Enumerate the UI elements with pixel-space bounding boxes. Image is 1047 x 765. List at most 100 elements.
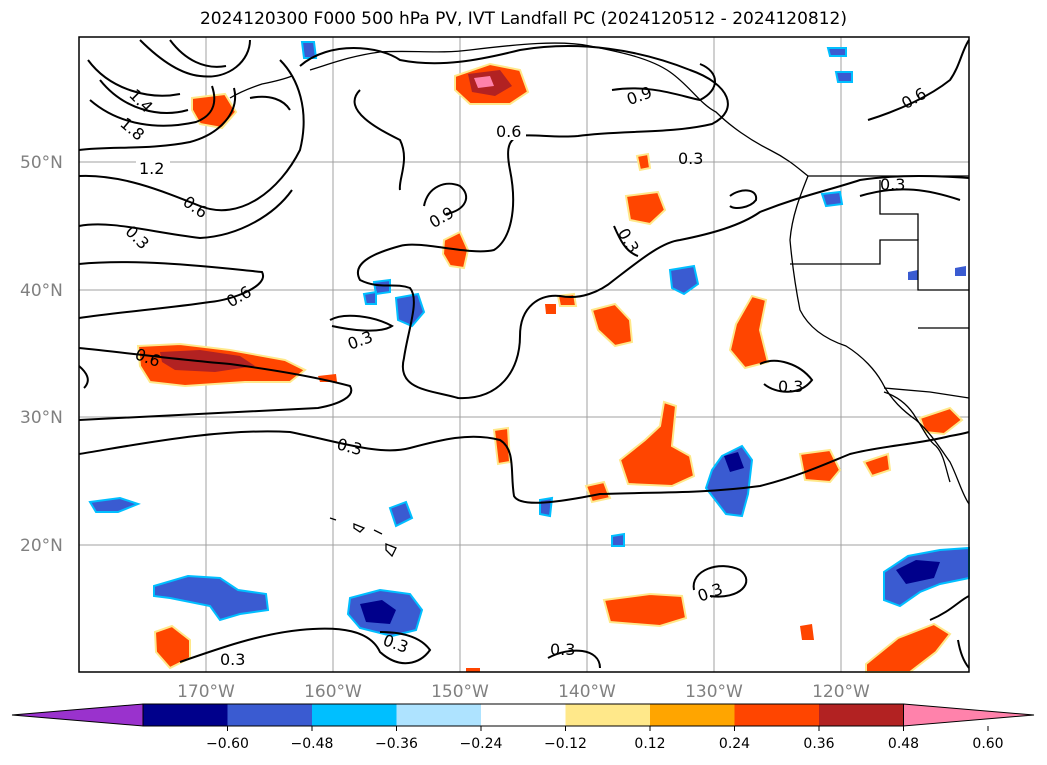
anomaly-blob <box>362 290 377 305</box>
coastline-baja <box>883 391 951 483</box>
anomaly-blob-core <box>360 600 396 624</box>
anomaly-blob-peak <box>474 76 494 88</box>
colorbar-tick-label: 0.36 <box>803 736 834 752</box>
contour-0.3-ne <box>729 189 758 209</box>
colorbar-tick-label: −0.60 <box>206 736 249 752</box>
contour-0.6-interior <box>353 89 405 191</box>
contour-0.3-south-east <box>547 649 601 669</box>
lat-label: 30°N <box>20 408 63 428</box>
lat-label: 40°N <box>20 281 63 301</box>
colorbar-ticks: −0.60 −0.48 −0.36 −0.24 −0.12 0.12 0.24 0.36 0.4… <box>206 726 1004 752</box>
anomaly-blob <box>955 266 966 276</box>
hawaii-3 <box>373 529 383 535</box>
contour-low-ring-1 <box>87 59 181 97</box>
anomaly-blob <box>590 302 634 348</box>
colorbar-segments <box>11 703 1035 727</box>
anomaly-blob <box>153 574 270 622</box>
contour-label: 0.6 <box>496 122 521 141</box>
lat-label: 50°N <box>20 153 63 173</box>
contour-1.4 <box>99 79 189 114</box>
colorbar-segment <box>312 704 397 726</box>
lon-label: 130°W <box>685 682 743 702</box>
contour-0.3-loop <box>692 565 748 598</box>
contour-label: 0.3 <box>778 377 803 396</box>
contour-label: 1.2 <box>139 159 164 178</box>
colorbar-extend-max <box>903 703 1035 727</box>
colorbar-segment <box>734 704 820 726</box>
contour-0.3-right <box>859 188 961 201</box>
contour-label-bg <box>494 122 526 140</box>
anomaly-blob <box>466 668 480 672</box>
anomaly-blob <box>394 292 426 328</box>
border-state-3 <box>879 180 919 240</box>
contour-0.3-mid <box>329 314 394 332</box>
anomaly-blob <box>300 41 318 59</box>
lon-label: 140°W <box>558 682 616 702</box>
anomaly-blob <box>800 624 814 640</box>
contour-label-bg <box>136 158 170 176</box>
lon-label: 170°W <box>177 682 235 702</box>
anomaly-blob <box>492 426 512 466</box>
contour-0.6-north <box>78 59 305 212</box>
contour-1.2 <box>78 87 237 151</box>
colorbar-segment <box>819 704 904 726</box>
border-state-1 <box>790 239 969 291</box>
anomaly-blob <box>826 47 847 57</box>
figure-title: 2024120300 F000 500 hPa PV, IVT Landfall… <box>199 9 847 29</box>
coastlines <box>229 42 970 558</box>
anomaly-blob <box>88 496 141 513</box>
anomaly-blob <box>834 71 853 83</box>
colorbar-tick-label: −0.12 <box>544 736 587 752</box>
anomaly-blob <box>545 304 556 314</box>
colorbar-segment <box>481 704 566 726</box>
colorbar-outline <box>142 703 904 727</box>
lon-label: 120°W <box>812 682 870 702</box>
colorbar-segment <box>143 704 228 726</box>
anomaly-blob <box>862 452 892 478</box>
anomaly-blob <box>635 152 652 172</box>
colorbar-tick-label: 0.24 <box>719 736 750 752</box>
coastline-alaska <box>309 42 809 177</box>
contour-0.3-north <box>78 189 293 240</box>
colorbar-tick-label: −0.24 <box>460 736 503 752</box>
contour-0.3-subtropical <box>78 430 970 504</box>
contour-label: 0.3 <box>550 640 575 659</box>
contour-0.3-ne2 <box>613 225 639 257</box>
colorbar-tick-label: −0.48 <box>291 736 334 752</box>
anomaly-blob <box>728 294 770 370</box>
colorbar-tick-label: 0.60 <box>972 736 1003 752</box>
lon-label: 160°W <box>304 682 362 702</box>
colorbar-segment <box>396 704 482 726</box>
contour-0.9-mid <box>423 182 468 215</box>
coastline-westcoast <box>789 175 970 505</box>
lat-label: 20°N <box>20 536 63 556</box>
colorbar-tick-label: 0.48 <box>888 736 919 752</box>
anomaly-blob-core <box>724 452 744 472</box>
anomaly-blob <box>618 400 696 488</box>
contour-0.6-upperright <box>867 39 970 121</box>
colorbar-extend-min <box>11 703 144 727</box>
anomaly-blob <box>602 592 688 628</box>
anomaly-blob <box>820 190 844 208</box>
anomaly-blob <box>918 406 964 436</box>
contour-0.3-southern <box>179 627 432 665</box>
contour-0.6-central <box>299 45 970 400</box>
contour-0.6-west <box>78 261 265 319</box>
hawaii-4 <box>385 543 397 558</box>
anomaly-blob <box>388 500 414 528</box>
map-frame <box>78 36 970 673</box>
lon-label: 150°W <box>431 682 489 702</box>
contour-label: 0.3 <box>220 650 245 669</box>
colorbar-segment <box>565 704 651 726</box>
hawaii-1 <box>329 517 337 521</box>
anomaly-blob <box>908 270 918 280</box>
contour-label: 0.3 <box>880 175 905 194</box>
contour-low-ring-3 <box>169 39 227 68</box>
contour-0.3-se2 <box>957 639 970 669</box>
anomaly-blob-core <box>896 560 940 584</box>
colorbar-tick-label: −0.36 <box>375 736 418 752</box>
colorbar-segment <box>227 704 313 726</box>
anomaly-blob <box>372 278 391 296</box>
